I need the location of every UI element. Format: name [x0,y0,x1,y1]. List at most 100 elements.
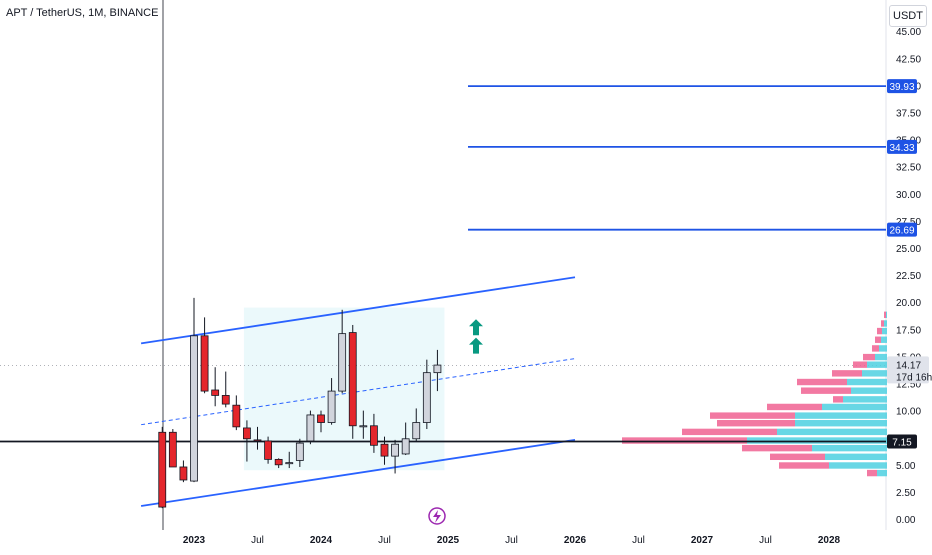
candle-body [412,422,421,440]
candle [317,410,325,433]
x-tick-label: 2025 [437,535,460,546]
candle [200,317,209,394]
candle [190,297,198,483]
volume-bar-up [867,361,887,368]
symbol-title[interactable]: APT / TetherUS, 1M, BINANCE [6,7,159,19]
volume-bar-down [875,336,881,343]
x-tick-label: 2027 [691,535,714,546]
price-label: 39.93 [889,82,914,93]
volume-bar-down [867,469,877,477]
volume-bar-up [812,444,887,452]
volume-bar-up [795,420,887,427]
candle-body [306,414,315,442]
volume-profile [622,311,887,477]
y-tick-label: 5.00 [896,461,916,472]
y-tick-label: 37.50 [896,109,921,120]
y-tick-label: 27.50 [896,217,921,228]
y-tick-label: 25.00 [896,244,921,255]
candle-body [200,335,209,392]
x-tick-label: 2024 [310,535,333,546]
candle [380,436,389,465]
candle [391,439,399,474]
y-tick-label: 2.50 [896,488,916,499]
volume-bar-up [825,453,887,461]
volume-bar-up [851,387,887,394]
candle-countdown-label: 17d 16h [896,372,932,383]
candle-body [433,364,442,374]
candle-body [338,333,347,392]
x-tick-label: Jul [632,535,645,546]
volume-bar-down [717,420,795,427]
price-label-bg [887,79,917,94]
candle-body [317,414,325,423]
candle-body [401,438,410,455]
volume-bar-up [881,336,887,343]
x-tick-label: Jul [251,535,264,546]
volume-bar-down [742,444,812,452]
candle [158,426,167,509]
candle [243,420,251,462]
x-tick-label: 2028 [818,535,841,546]
volume-bar-up [877,469,887,477]
candle-body [158,431,167,508]
volume-bar-down [801,387,851,394]
y-tick-label: 22.50 [896,271,921,282]
x-tick-label: Jul [378,535,391,546]
x-tick-label: Jul [505,535,518,546]
candle-body [359,425,368,428]
candle-body [422,372,431,423]
price-label: 26.69 [889,226,914,237]
candle [274,458,283,469]
candle-body [285,462,294,465]
x-tick-label: Jul [759,535,772,546]
volume-bar-up [747,437,887,444]
candle-body [190,335,198,482]
volume-bar-up [886,311,887,319]
candle [422,359,431,430]
candle [306,410,315,445]
y-tick-label: 32.50 [896,163,921,174]
candle-body [168,431,177,468]
channel-upper-line [140,276,576,345]
candle [370,413,378,453]
volume-bar-down [872,345,879,352]
y-tick-label: 20.00 [896,298,921,309]
candle-body [327,390,336,423]
price-label-bg [887,434,917,449]
volume-bar-down [881,320,884,327]
candle-body [391,443,399,457]
y-tick-label: 17.50 [896,325,921,336]
volume-bar-up [843,396,887,403]
price-label: 34.33 [889,143,914,154]
candle [295,438,304,467]
candle-body [179,466,188,481]
channel-lower-line [140,438,576,507]
y-tick-label: 42.50 [896,54,921,65]
volume-bar-down [833,396,843,403]
volume-bar-down [877,327,882,335]
y-tick-label: 10.00 [896,407,921,418]
arrow-up-icon [469,337,483,354]
candle [179,460,188,483]
current-price-label-bg [887,356,929,384]
volume-bar-down [853,361,867,368]
candle [338,309,347,394]
candle-body [348,332,357,427]
volume-bar-down [884,311,886,319]
candle-body [370,425,378,446]
candle-body [295,442,304,461]
volume-bar-down [710,412,795,419]
volume-bar-down [832,370,862,377]
y-tick-label: 30.00 [896,190,921,201]
volume-bar-down [770,453,825,461]
x-tick-label: 2023 [183,535,206,546]
candle-body [221,395,230,405]
currency-button[interactable]: USDT [889,5,927,27]
candle [401,422,410,456]
price-label-bg [887,139,917,154]
candle [348,324,357,439]
volume-bar-up [879,345,887,352]
volume-bar-up [829,462,887,469]
candle [211,367,220,407]
